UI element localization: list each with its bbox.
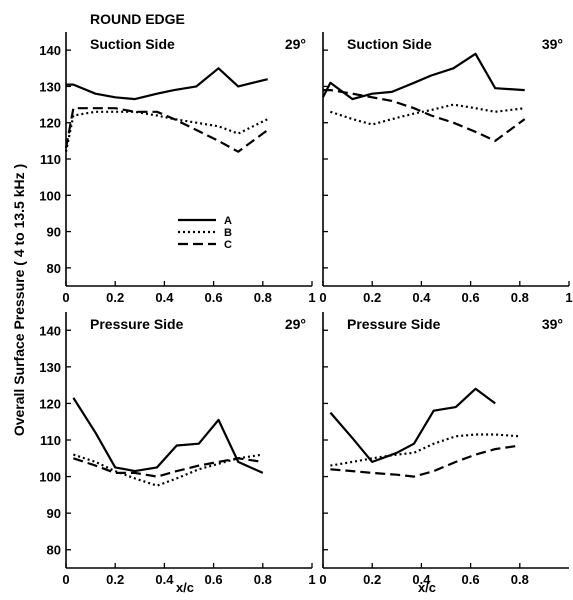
series-line-c — [330, 444, 520, 478]
y-tick-label: 130 — [39, 360, 61, 375]
x-tick-label: 0.8 — [254, 572, 272, 587]
x-tick-label: 0.4 — [412, 290, 431, 305]
y-tick-label: 100 — [39, 470, 61, 485]
x-tick-label: 0 — [62, 572, 69, 587]
panel-angle-label: 29° — [285, 36, 306, 52]
x-tick-label: 0.4 — [155, 290, 174, 305]
y-tick-label: 90 — [47, 225, 61, 240]
y-tick-label: 120 — [39, 116, 61, 131]
figure-title: ROUND EDGE — [90, 11, 185, 27]
x-tick-label: 0 — [62, 290, 69, 305]
panel-4: 0 0.2 0.4 0.6 0.8 Pressure Side 39° — [319, 312, 569, 587]
series-line-a — [66, 67, 268, 101]
panel-1: 80 90 100 110 120 130 140 0 0.2 0.4 0.6 0.8 1 Suction… — [39, 32, 316, 305]
x-tick-label: 0.8 — [254, 290, 272, 305]
series-line-a — [329, 387, 496, 463]
x-tick-label: 0.2 — [106, 572, 124, 587]
x-tick-label: 0.6 — [462, 290, 480, 305]
panel-angle-label: 29° — [285, 316, 306, 332]
x-tick-label: 0.6 — [205, 572, 223, 587]
x-axis-labels: x/c x/c — [176, 580, 436, 595]
series-line-a — [322, 52, 525, 101]
series-line-b — [330, 433, 520, 467]
x-tick-label: 0.2 — [363, 290, 381, 305]
x-axis-label-right: x/c — [418, 580, 436, 595]
series-line-c — [323, 88, 526, 142]
panel-title: Pressure Side — [347, 316, 441, 332]
panel-title: Suction Side — [347, 36, 432, 52]
y-tick-label: 90 — [47, 506, 61, 521]
legend-label-b: B — [224, 227, 232, 239]
x-tick-label: 0 — [319, 290, 326, 305]
y-tick-label: 100 — [39, 188, 61, 203]
y-tick-label: 110 — [40, 152, 61, 167]
panel-title: Pressure Side — [90, 316, 184, 332]
x-tick-label: 0.4 — [412, 572, 431, 587]
y-tick-label: 80 — [47, 261, 61, 276]
series-line-c — [64, 107, 269, 153]
series-line-c — [73, 457, 263, 478]
x-tick-label: 0.4 — [155, 572, 174, 587]
y-tick-label: 140 — [39, 323, 61, 338]
x-axis-label-left: x/c — [176, 580, 194, 595]
y-tick-label: 80 — [47, 543, 61, 558]
series-line-b — [64, 110, 269, 152]
y-tick-label: 120 — [39, 396, 61, 411]
panel-2: 0 0.2 0.4 0.6 0.8 1 Suction Side 39° — [319, 32, 573, 305]
legend-label-c: C — [224, 239, 232, 251]
y-tick-label: 140 — [39, 43, 61, 58]
panel-angle-label: 39° — [542, 36, 563, 52]
panel-title: Suction Side — [90, 36, 175, 52]
x-tick-label: 1 — [565, 290, 572, 305]
panel-3: 80 90 100 110 120 130 140 0 0.2 0.4 0.6 0.8 1 Pressur… — [39, 312, 316, 587]
x-tick-label: 0.8 — [511, 572, 529, 587]
y-tick-label: 110 — [40, 433, 61, 448]
x-tick-label: 0.6 — [462, 572, 480, 587]
x-tick-label: 1 — [308, 290, 315, 305]
panel-angle-label: 39° — [542, 316, 563, 332]
x-tick-label: 1 — [308, 572, 315, 587]
legend-label-a: A — [224, 215, 232, 227]
y-tick-label: 130 — [39, 79, 61, 94]
x-tick-label: 0 — [319, 572, 326, 587]
y-axis-label: Overall Surface Pressure ( 4 to 13.5 kHz… — [11, 164, 27, 436]
x-tick-label: 0.8 — [511, 290, 529, 305]
legend: ABC — [178, 215, 232, 251]
x-tick-label: 0.6 — [205, 290, 223, 305]
series-line-a — [72, 397, 264, 474]
series-line-b — [330, 103, 525, 126]
x-tick-label: 0.2 — [363, 572, 381, 587]
x-tick-label: 0.2 — [106, 290, 124, 305]
